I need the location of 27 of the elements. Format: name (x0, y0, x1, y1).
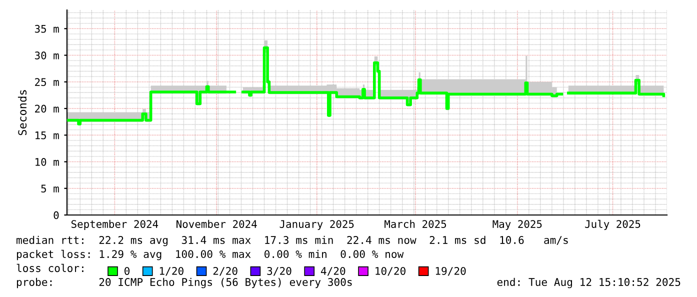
y-tick-label: 35 m (34, 24, 59, 33)
x-tick-label: November 2024 (176, 220, 257, 228)
x-tick-label: January 2025 (280, 220, 354, 230)
x-tick-label: July 2025 (585, 220, 640, 230)
y-tick-label: 5 m (41, 184, 59, 193)
y-axis-title: Seconds (18, 90, 27, 136)
x-tick-label: March 2025 (384, 220, 446, 228)
text: end: Tue Aug 12 15:10:52 2025 (497, 278, 680, 288)
text: median rtt: 22.2 ms avg 31.4 ms max 17.3 ms min 22.4 ms now 2.1 ms sd 10.6 am/s (16, 236, 568, 246)
legend-label: 1/20 (160, 266, 184, 276)
y-tick-label: 30 m (34, 52, 59, 60)
text: probe: 20 ICMP Echo Pings (56 Bytes) every 300s (16, 278, 352, 288)
y-tick-label: 15 m (36, 132, 59, 140)
legend-label: 3/20 (267, 266, 292, 276)
text: packet loss: 1.29 % avg 100.00 % max 0.00 % min 0.00 % now (16, 250, 404, 260)
legend-label: 0 (124, 266, 130, 275)
x-tick-label: September 2024 (71, 220, 158, 230)
x-tick-label: May 2025 (492, 220, 542, 230)
legend-label: 19/20 (436, 266, 466, 276)
y-tick-label: 20 m (35, 104, 59, 113)
legend-label: 2/20 (213, 266, 238, 276)
legend-label: 4/20 (320, 266, 346, 276)
y-tick-label: 10 m (36, 158, 59, 166)
y-tick-label: 25 m (35, 78, 59, 86)
legend-label: 10/20 (376, 266, 406, 276)
y-tick-label: 0 (54, 211, 59, 220)
legend-title: loss color: (16, 264, 84, 272)
